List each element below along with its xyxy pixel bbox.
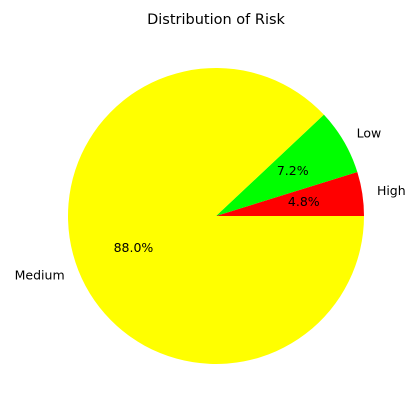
pie-slice-medium bbox=[68, 68, 365, 365]
percent-label-medium: 88.0% bbox=[114, 240, 154, 255]
slice-label-medium: Medium bbox=[15, 267, 65, 282]
pie-labels: High 4.8% Low 7.2% Medium 88.0% bbox=[15, 126, 406, 283]
pie-slices bbox=[68, 68, 365, 365]
percent-label-low: 7.2% bbox=[277, 163, 309, 178]
percent-label-high: 4.8% bbox=[288, 194, 320, 209]
pie-slice-high bbox=[216, 172, 364, 216]
pie-slice-low bbox=[216, 114, 358, 216]
slice-label-low: Low bbox=[357, 126, 382, 141]
chart-title: Distribution of Risk bbox=[147, 12, 285, 28]
slice-label-high: High bbox=[377, 183, 406, 198]
